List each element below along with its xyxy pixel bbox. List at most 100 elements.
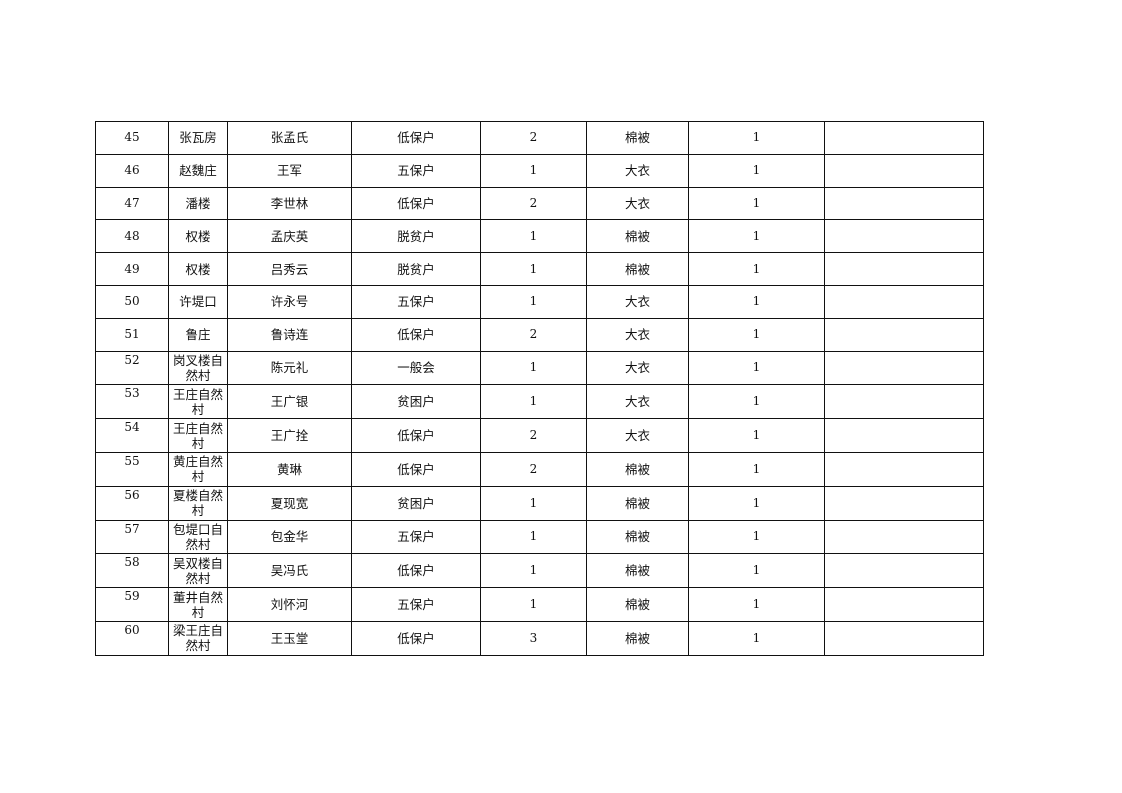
cell-item: 棉被 — [586, 485, 689, 521]
cell-village: 鲁庄 — [168, 317, 228, 352]
cell-household-type: 五保户 — [351, 284, 481, 319]
cell-village: 夏楼自然村 — [168, 485, 228, 521]
cell-village: 黄庄自然村 — [168, 451, 228, 487]
cell-village: 许堤口 — [168, 284, 228, 319]
cell-household-size: 1 — [480, 350, 587, 386]
cell-name: 王广银 — [227, 384, 352, 420]
cell-village: 董井自然村 — [168, 587, 228, 622]
cell-quantity: 1 — [688, 485, 825, 521]
cell-remarks — [824, 485, 984, 521]
cell-name: 刘怀河 — [227, 587, 352, 622]
cell-village: 吴双楼自然村 — [168, 553, 228, 589]
cell-village: 梁王庄自然村 — [168, 620, 228, 656]
cell-item: 大衣 — [586, 317, 689, 352]
cell-remarks — [824, 219, 984, 254]
cell-household-type: 低保户 — [351, 418, 481, 453]
table-row: 51 鲁庄 鲁诗连 低保户 2 大衣 1 — [95, 317, 984, 352]
cell-row-number: 46 — [95, 153, 169, 188]
cell-household-type: 贫困户 — [351, 485, 481, 521]
cell-item: 大衣 — [586, 384, 689, 420]
cell-row-number: 53 — [95, 384, 169, 420]
cell-household-size: 2 — [480, 121, 587, 155]
cell-item: 棉被 — [586, 587, 689, 622]
cell-remarks — [824, 384, 984, 420]
cell-quantity: 1 — [688, 620, 825, 656]
table-row: 48 权楼 孟庆英 脱贫户 1 棉被 1 — [95, 219, 984, 254]
cell-name: 许永号 — [227, 284, 352, 319]
cell-village: 王庄自然村 — [168, 384, 228, 420]
cell-quantity: 1 — [688, 418, 825, 453]
cell-village: 赵魏庄 — [168, 153, 228, 188]
cell-item: 大衣 — [586, 284, 689, 319]
cell-village: 权楼 — [168, 219, 228, 254]
cell-quantity: 1 — [688, 121, 825, 155]
cell-household-type: 低保户 — [351, 186, 481, 221]
cell-village: 岗叉楼自然村 — [168, 350, 228, 386]
cell-village: 张瓦房 — [168, 121, 228, 155]
table-row: 56 夏楼自然村 夏现宽 贫困户 1 棉被 1 — [95, 485, 984, 521]
cell-quantity: 1 — [688, 350, 825, 386]
cell-row-number: 56 — [95, 485, 169, 521]
cell-quantity: 1 — [688, 384, 825, 420]
cell-name: 吴冯氏 — [227, 553, 352, 589]
cell-quantity: 1 — [688, 284, 825, 319]
cell-household-size: 1 — [480, 384, 587, 420]
cell-remarks — [824, 587, 984, 622]
table-body: 45 张瓦房 张孟氏 低保户 2 棉被 1 46 赵魏庄 王军 五保户 1 大衣 1 47 潘楼 李世林 低保户 2… — [95, 121, 984, 656]
cell-household-size: 1 — [480, 252, 587, 286]
cell-household-type: 低保户 — [351, 553, 481, 589]
cell-remarks — [824, 519, 984, 555]
table-row: 54 王庄自然村 王广拴 低保户 2 大衣 1 — [95, 418, 984, 453]
cell-household-type: 低保户 — [351, 121, 481, 155]
cell-quantity: 1 — [688, 451, 825, 487]
cell-remarks — [824, 418, 984, 453]
cell-quantity: 1 — [688, 553, 825, 589]
cell-quantity: 1 — [688, 186, 825, 221]
cell-household-size: 1 — [480, 553, 587, 589]
cell-item: 大衣 — [586, 418, 689, 453]
table-row: 52 岗叉楼自然村 陈元礼 一般会 1 大衣 1 — [95, 350, 984, 386]
cell-remarks — [824, 553, 984, 589]
cell-row-number: 52 — [95, 350, 169, 386]
cell-village: 包堤口自然村 — [168, 519, 228, 555]
table-row: 53 王庄自然村 王广银 贫困户 1 大衣 1 — [95, 384, 984, 420]
table-row: 58 吴双楼自然村 吴冯氏 低保户 1 棉被 1 — [95, 553, 984, 589]
cell-household-size: 2 — [480, 451, 587, 487]
table-row: 45 张瓦房 张孟氏 低保户 2 棉被 1 — [95, 121, 984, 155]
cell-household-size: 1 — [480, 485, 587, 521]
cell-item: 棉被 — [586, 620, 689, 656]
cell-item: 棉被 — [586, 121, 689, 155]
table-row: 49 权楼 吕秀云 脱贫户 1 棉被 1 — [95, 252, 984, 286]
cell-row-number: 59 — [95, 587, 169, 622]
cell-row-number: 60 — [95, 620, 169, 656]
cell-village: 王庄自然村 — [168, 418, 228, 453]
cell-quantity: 1 — [688, 252, 825, 286]
cell-name: 王玉堂 — [227, 620, 352, 656]
table-row: 60 梁王庄自然村 王玉堂 低保户 3 棉被 1 — [95, 620, 984, 656]
cell-household-size: 1 — [480, 519, 587, 555]
cell-item: 棉被 — [586, 451, 689, 487]
cell-household-size: 2 — [480, 186, 587, 221]
cell-item: 棉被 — [586, 519, 689, 555]
cell-household-type: 一般会 — [351, 350, 481, 386]
cell-row-number: 49 — [95, 252, 169, 286]
cell-household-size: 3 — [480, 620, 587, 656]
cell-village: 权楼 — [168, 252, 228, 286]
cell-quantity: 1 — [688, 317, 825, 352]
cell-name: 包金华 — [227, 519, 352, 555]
cell-household-size: 2 — [480, 418, 587, 453]
cell-remarks — [824, 121, 984, 155]
cell-item: 棉被 — [586, 553, 689, 589]
table-row: 50 许堤口 许永号 五保户 1 大衣 1 — [95, 284, 984, 319]
cell-name: 陈元礼 — [227, 350, 352, 386]
cell-household-type: 贫困户 — [351, 384, 481, 420]
cell-household-size: 1 — [480, 219, 587, 254]
cell-row-number: 45 — [95, 121, 169, 155]
cell-item: 大衣 — [586, 350, 689, 386]
cell-quantity: 1 — [688, 587, 825, 622]
cell-name: 鲁诗连 — [227, 317, 352, 352]
cell-remarks — [824, 620, 984, 656]
cell-remarks — [824, 284, 984, 319]
table-row: 57 包堤口自然村 包金华 五保户 1 棉被 1 — [95, 519, 984, 555]
cell-village: 潘楼 — [168, 186, 228, 221]
